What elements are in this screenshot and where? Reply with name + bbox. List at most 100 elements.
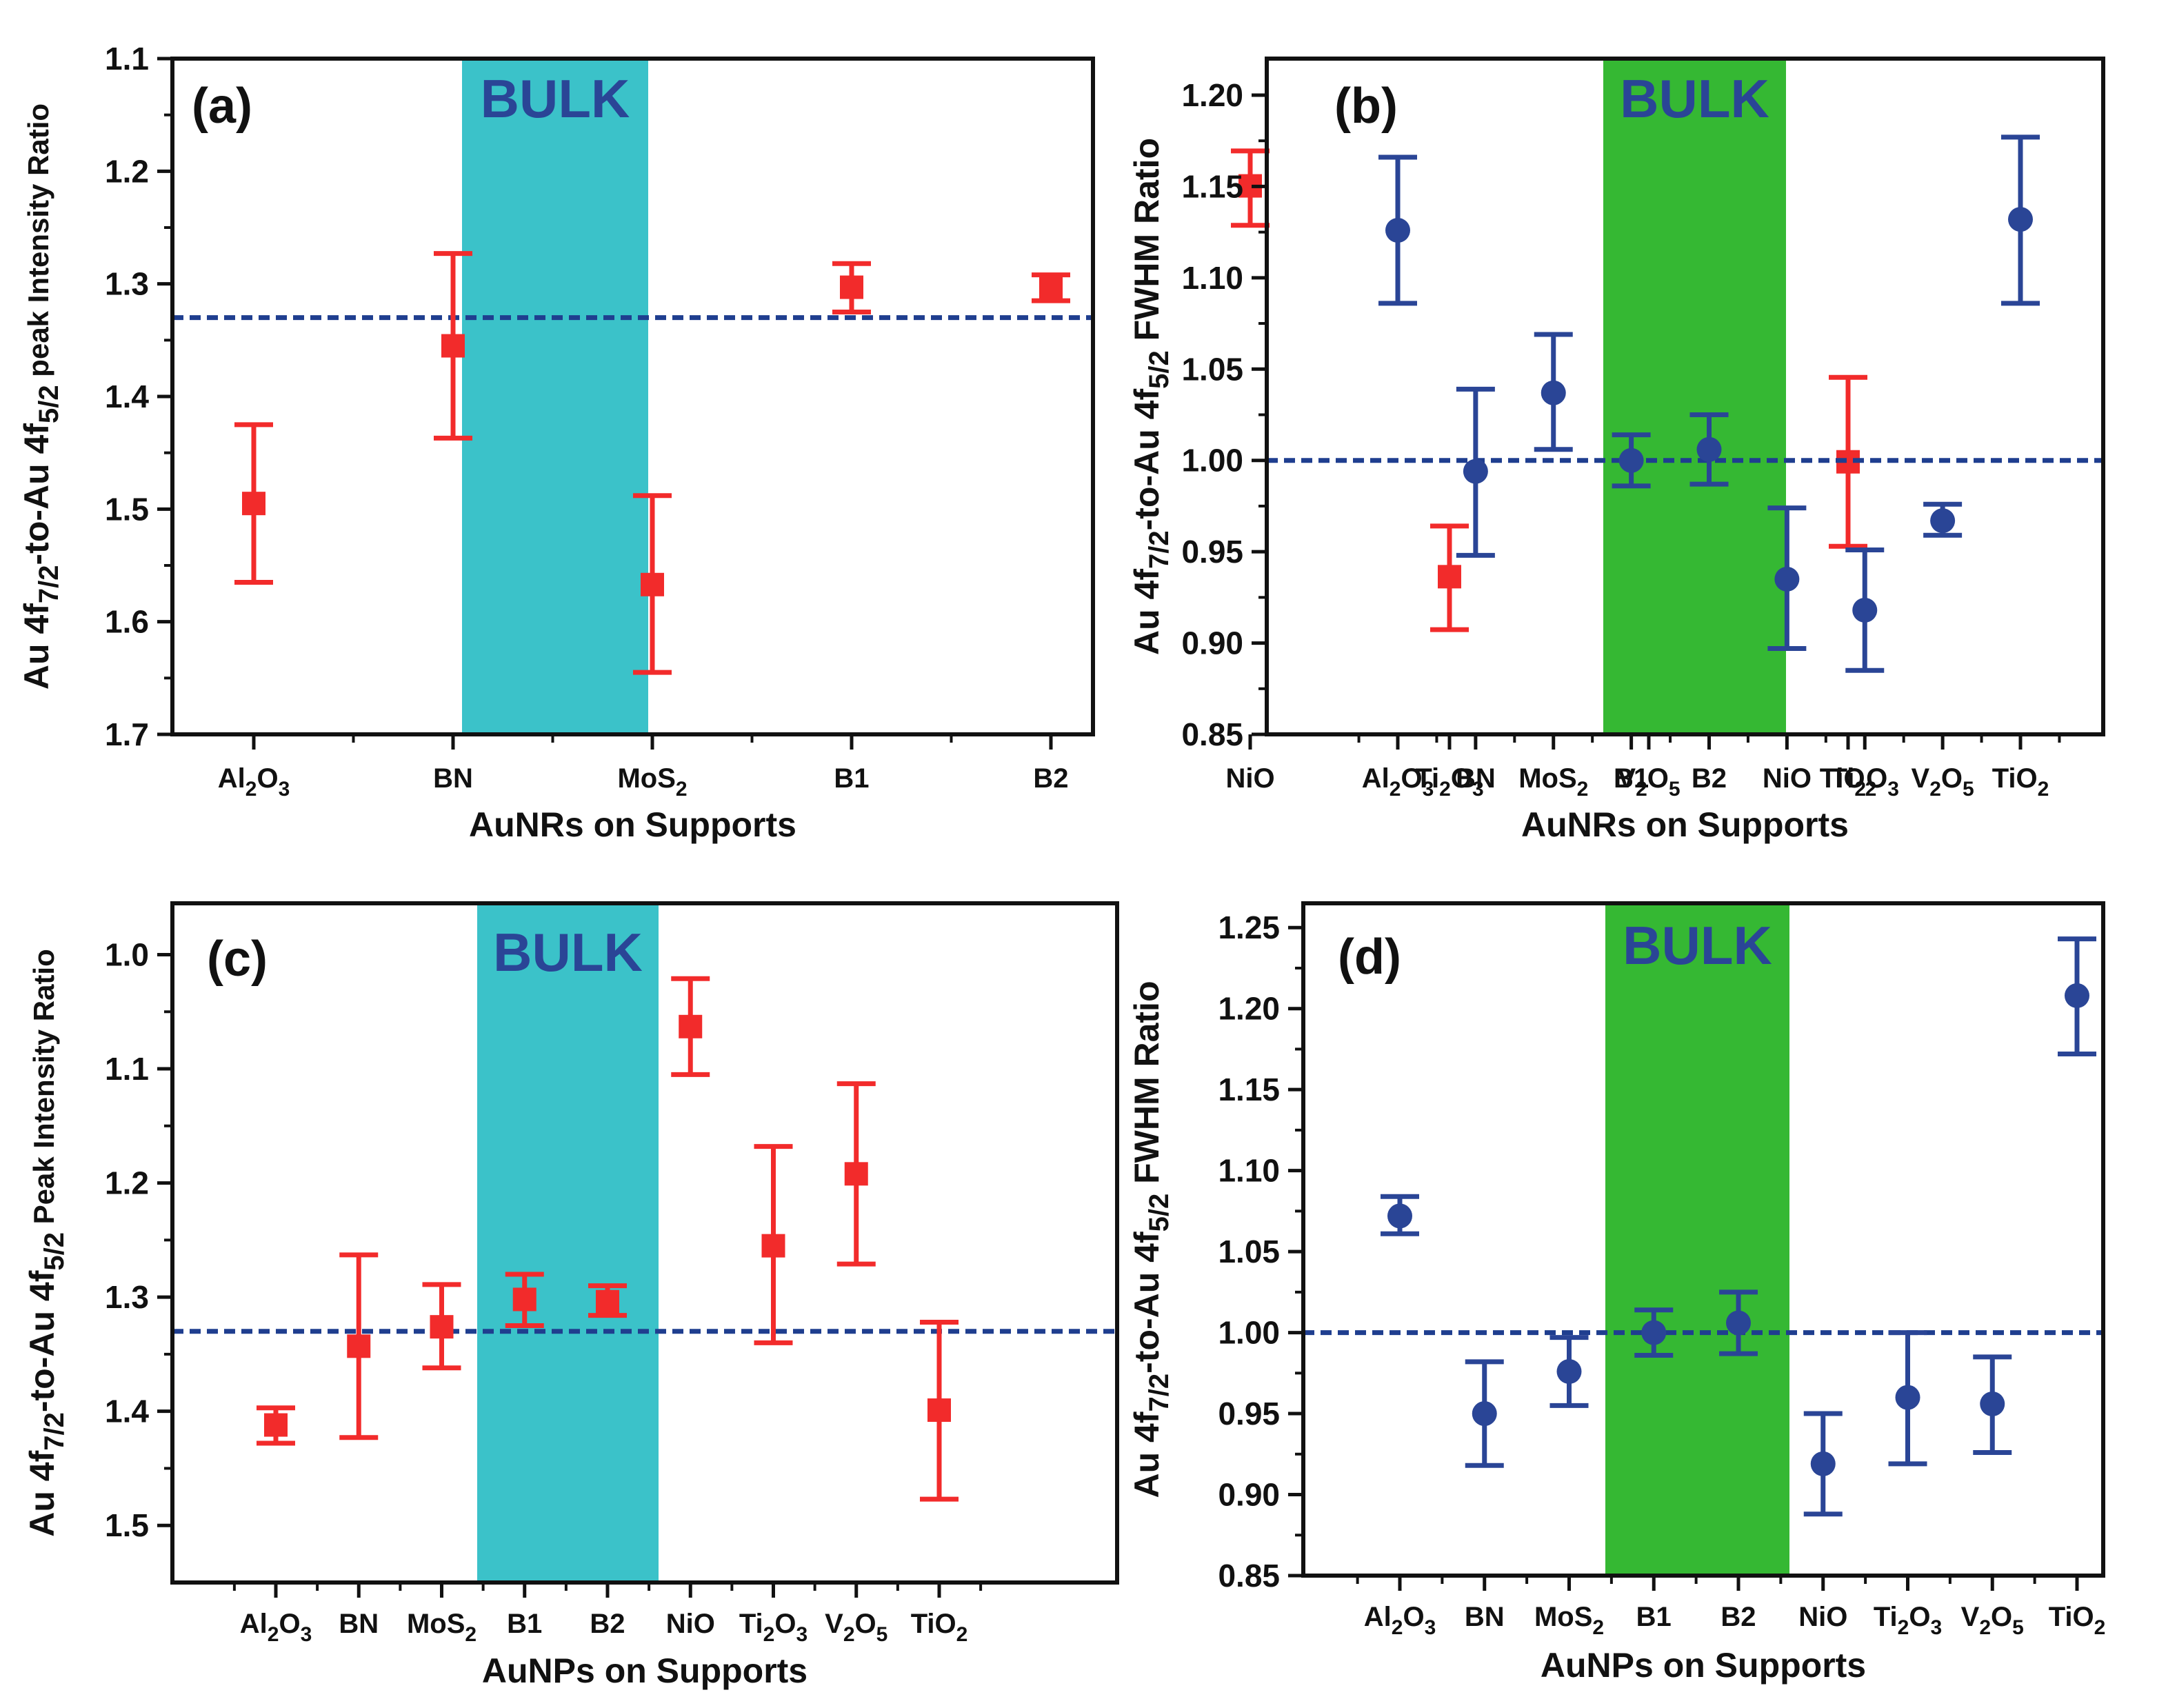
y-tick-label: 1.1 [105, 41, 149, 77]
x-tick-label: NiO [1225, 763, 1274, 794]
bulk-label: BULK [1620, 68, 1769, 129]
x-tick-subscript: 3 [1425, 1616, 1436, 1639]
x-tick-text: O [1941, 763, 1963, 794]
y-tick-label: 0.95 [1181, 534, 1243, 570]
x-tick-text: TiO [1820, 763, 1865, 794]
data-point [1930, 508, 1956, 534]
x-tick-text: O [1991, 1602, 2012, 1632]
data-point [1385, 217, 1410, 243]
panel-d: BULK (d) 0.85 0.90 0.95 1.00 1.05 1.10 1.15 1.20 1… [1127, 901, 2105, 1685]
data-point [1980, 1391, 2005, 1416]
x-tick-subscript: 3 [796, 1623, 807, 1646]
x-tick-text: O [1451, 763, 1472, 794]
x-tick-label: MoS2 [407, 1609, 476, 1646]
y-label-text: -to-Au 4f [23, 1270, 61, 1412]
data-point [679, 1014, 703, 1038]
bulk-label: BULK [493, 922, 643, 983]
data-point [347, 1334, 371, 1358]
bulk-region [1603, 59, 1786, 734]
y-label-subscript: 5/2 [34, 385, 64, 423]
y-label-subscript: 5/2 [1144, 1194, 1174, 1232]
x-tick-subscript: 5 [876, 1623, 888, 1646]
y-tick-label: 1.15 [1218, 1072, 1280, 1107]
y-tick-label: 1.2 [105, 153, 149, 189]
x-tick-label: MoS2 [617, 763, 687, 801]
data-point [1895, 1385, 1920, 1410]
y-tick-label: 0.85 [1218, 1558, 1280, 1594]
x-tick-subscript: 3 [1472, 778, 1484, 801]
x-tick-label: Ti2O3 [1415, 763, 1483, 801]
data-point [1774, 566, 1800, 592]
y-label-text: -to-Au 4f [1127, 1232, 1166, 1374]
y-axis-label: Au 4f7/2-to-Au 4f5/2 Peak Intensity Rati… [23, 949, 70, 1537]
panel-label: (a) [192, 79, 252, 134]
x-tick-label: B1 [507, 1609, 542, 1639]
y-label-subscript: 5/2 [39, 1232, 70, 1271]
y-label-text: FWHM Ratio [1127, 138, 1166, 350]
x-tick-text: V [825, 1609, 843, 1639]
data-point [242, 492, 265, 516]
x-tick-label: Ti2O3 [1874, 1602, 1942, 1639]
x-tick-text: Al [218, 763, 245, 794]
axes-frame [170, 901, 1119, 1585]
x-tick-text: O [855, 1609, 876, 1639]
x-tick-subscript: 2 [1854, 778, 1866, 801]
x-axis-label: AuNPs on Supports [1541, 1646, 1866, 1685]
data-point [1641, 1320, 1667, 1345]
x-tick-text: O [1866, 763, 1887, 794]
x-tick-label: Al2O3 [1362, 763, 1434, 801]
x-tick-label: V2O5 [1961, 1602, 2024, 1639]
data-point [844, 1162, 868, 1186]
data-point [840, 275, 863, 299]
data-point [1463, 459, 1488, 484]
y-label-text: Au 4f [23, 1450, 61, 1536]
x-tick-subscript: 2 [1979, 1616, 1991, 1639]
x-tick-label: NiO [1763, 763, 1812, 794]
x-tick-label: B2 [1720, 1602, 1756, 1632]
x-tick-text: TiO [911, 1609, 956, 1639]
x-tick-text: O [1401, 763, 1422, 794]
y-tick-label: 0.90 [1218, 1477, 1280, 1513]
x-tick-text: O [1647, 763, 1669, 794]
x-tick-label: TiO2 [1820, 763, 1877, 801]
x-tick-label: V2O5 [825, 1609, 887, 1646]
x-tick-subscript: 2 [1865, 778, 1877, 801]
x-tick-label: TiO2 [1992, 763, 2049, 801]
y-tick-label: 1.20 [1181, 77, 1243, 113]
data-point [430, 1315, 454, 1339]
x-tick-text: BN [433, 763, 473, 794]
x-tick-text: B2 [590, 1609, 625, 1639]
y-tick-label: 1.0 [105, 936, 149, 972]
x-tick-label: BN [1465, 1602, 1505, 1632]
x-tick-subscript: 2 [1929, 778, 1941, 801]
y-tick-label: 1.20 [1218, 991, 1280, 1027]
y-tick-label: 1.10 [1181, 260, 1243, 296]
x-tick-label: Al2O3 [240, 1609, 312, 1646]
x-tick-text: O [774, 1609, 796, 1639]
x-tick-label: B1 [834, 763, 869, 794]
y-label-text: -to-Au 4f [1127, 389, 1166, 531]
x-tick-subscript: 2 [2038, 778, 2049, 801]
y-tick-label: 1.6 [105, 604, 149, 640]
y-axis-label: Au 4f7/2-to-Au 4f5/2 peak Intensity Rati… [17, 103, 64, 690]
y-tick-label: 1.5 [105, 491, 149, 527]
x-tick-subscript: 2 [245, 778, 257, 801]
x-tick-label: B2 [1033, 763, 1068, 794]
data-point [2065, 983, 2089, 1008]
y-label-subscript: 7/2 [34, 565, 64, 603]
y-label-text: peak Intensity Ratio [22, 103, 54, 385]
data-point [2008, 207, 2033, 232]
x-tick-label: Ti2O3 [1831, 763, 1899, 801]
x-tick-subscript: 3 [1930, 1616, 1942, 1639]
x-tick-subscript: 5 [1669, 778, 1681, 801]
data-point [927, 1398, 951, 1423]
x-tick-text: TiO [1992, 763, 2038, 794]
data-point [441, 334, 465, 358]
x-tick-text: O [1403, 1602, 1424, 1632]
y-axis-label: Au 4f7/2-to-Au 4f5/2 FWHM Ratio [1127, 981, 1174, 1498]
bulk-region [1605, 903, 1789, 1576]
x-tick-subscript: 2 [268, 1623, 279, 1646]
